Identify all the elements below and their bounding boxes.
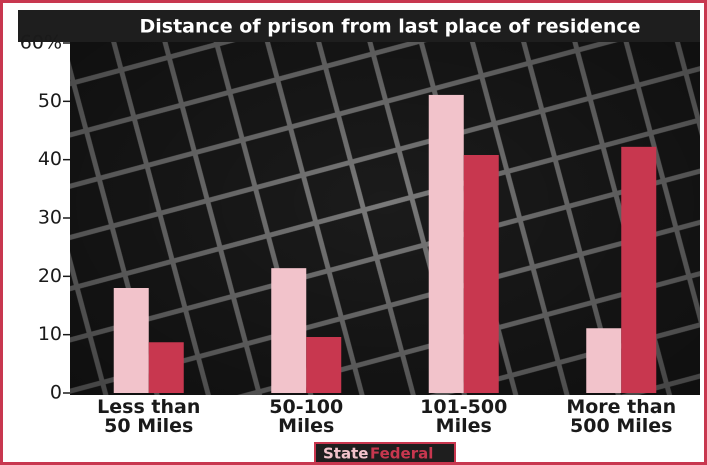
page: Distance of prison from last place of re… xyxy=(0,0,707,465)
y-tick-label: 30 xyxy=(38,207,62,229)
y-tick-label: 50 xyxy=(38,90,62,112)
x-tick-label: 50-100 Miles xyxy=(231,398,381,436)
bar xyxy=(306,337,341,393)
x-tick-label: More than 500 Miles xyxy=(546,398,696,436)
bar xyxy=(429,95,464,393)
bar xyxy=(114,288,149,393)
y-tick-label: 0 xyxy=(50,382,62,404)
y-tick-label: 20 xyxy=(38,265,62,287)
y-tick-label: 10 xyxy=(38,323,62,345)
y-tick-label: 60% xyxy=(20,32,62,54)
legend-label: Federal xyxy=(370,445,433,463)
bar xyxy=(586,328,621,393)
bar xyxy=(621,147,656,393)
legend-label: State xyxy=(323,445,368,463)
x-tick-label: 101-500 Miles xyxy=(389,398,539,436)
bar xyxy=(271,268,306,393)
x-tick-label: Less than 50 Miles xyxy=(74,398,224,436)
bar xyxy=(464,155,499,393)
chart-title: Distance of prison from last place of re… xyxy=(139,16,640,38)
y-tick-label: 40 xyxy=(38,148,62,170)
bar xyxy=(149,342,184,393)
